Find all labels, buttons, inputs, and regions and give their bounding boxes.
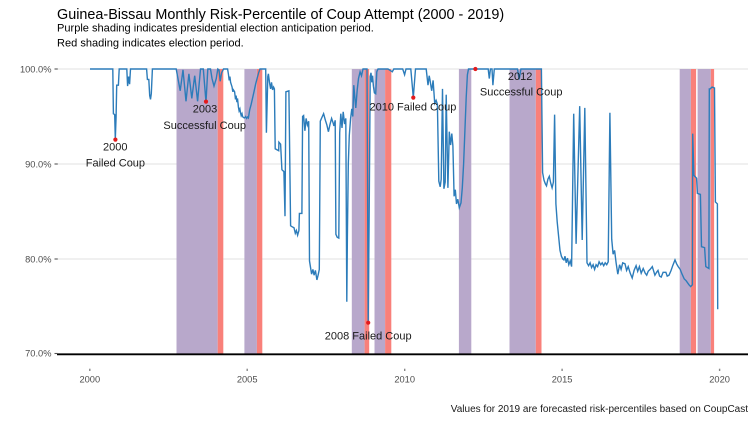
svg-text:80.0%: 80.0% xyxy=(25,254,51,264)
svg-text:2003: 2003 xyxy=(193,104,217,116)
svg-text:2015: 2015 xyxy=(552,375,573,385)
svg-text:Purple shading indicates presi: Purple shading indicates presidential el… xyxy=(57,23,374,35)
svg-text:100.0%: 100.0% xyxy=(20,64,52,74)
svg-text:2010: 2010 xyxy=(394,375,415,385)
svg-text:Failed Coup: Failed Coup xyxy=(86,158,145,170)
svg-text:Successful Coup: Successful Coup xyxy=(163,120,246,132)
svg-text:90.0%: 90.0% xyxy=(25,159,51,169)
svg-text:Guinea-Bissau Monthly Risk-Per: Guinea-Bissau Monthly Risk-Percentile of… xyxy=(57,7,504,23)
svg-text:2000: 2000 xyxy=(103,142,127,154)
svg-text:2012: 2012 xyxy=(508,71,532,83)
svg-text:2005: 2005 xyxy=(237,375,258,385)
svg-text:Values for 2019 are forecasted: Values for 2019 are forecasted risk-perc… xyxy=(451,404,748,415)
svg-text:70.0%: 70.0% xyxy=(25,349,51,359)
svg-text:2000: 2000 xyxy=(79,375,100,385)
svg-text:Successful Coup: Successful Coup xyxy=(480,86,563,98)
svg-text:Red shading indicates election: Red shading indicates election period. xyxy=(57,38,244,50)
svg-text:2008 Failed Coup: 2008 Failed Coup xyxy=(325,331,412,343)
svg-text:2010 Failed Coup: 2010 Failed Coup xyxy=(369,102,456,114)
svg-text:2020: 2020 xyxy=(709,375,730,385)
